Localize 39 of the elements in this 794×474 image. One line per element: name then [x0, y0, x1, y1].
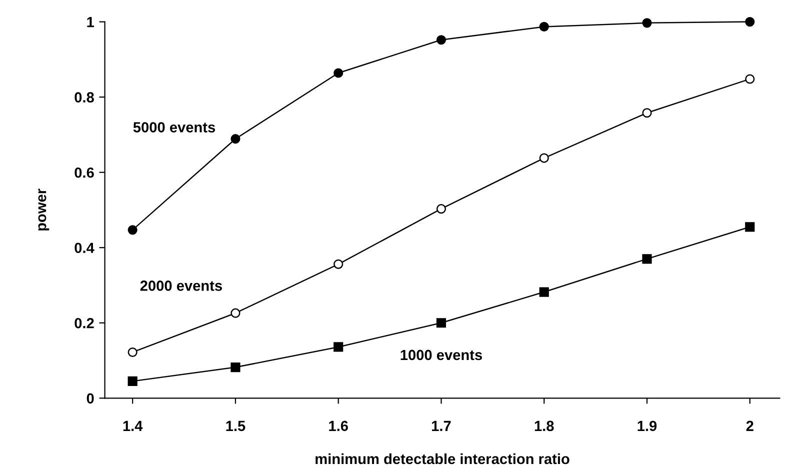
- point: [745, 17, 755, 27]
- point: [128, 376, 138, 386]
- y-tick-label: 0.6: [74, 167, 94, 178]
- x-tick-label: 1.4: [123, 420, 143, 431]
- point: [539, 22, 549, 32]
- point: [539, 153, 549, 163]
- point: [642, 254, 652, 264]
- series-label: 2000 events: [140, 280, 222, 291]
- point: [642, 18, 652, 28]
- point: [539, 287, 549, 297]
- y-tick-label: 0.4: [74, 242, 94, 254]
- x-tick-label: 1.9: [638, 420, 657, 432]
- y-tick-label: 0: [86, 393, 94, 404]
- point: [334, 259, 344, 269]
- point: [230, 134, 240, 144]
- x-tick-label: 1.5: [226, 420, 246, 432]
- point: [436, 318, 446, 328]
- series-label: 1000 events: [400, 350, 482, 360]
- x-tick-label: 1.8: [534, 420, 554, 432]
- y-tick-label: 0.8: [74, 92, 94, 103]
- point: [745, 222, 755, 232]
- y-axis-title: power: [38, 188, 50, 230]
- point: [230, 308, 240, 318]
- point: [334, 342, 344, 352]
- point: [128, 347, 138, 358]
- point: [745, 74, 755, 84]
- point: [128, 225, 138, 235]
- x-tick-label: 1.6: [329, 420, 348, 432]
- y-tick-label: 1: [87, 17, 94, 28]
- y-tick-label: 0.2: [74, 318, 94, 328]
- x-tick-label: 1.7: [432, 420, 451, 431]
- point: [436, 35, 446, 45]
- point: [642, 108, 652, 118]
- point: [334, 68, 344, 78]
- x-axis-title: minimum detectable interaction ratio: [316, 453, 570, 464]
- x-tick-label: 2: [746, 420, 754, 431]
- point: [436, 204, 446, 214]
- point: [230, 362, 240, 372]
- series-label: 5000 events: [133, 122, 216, 132]
